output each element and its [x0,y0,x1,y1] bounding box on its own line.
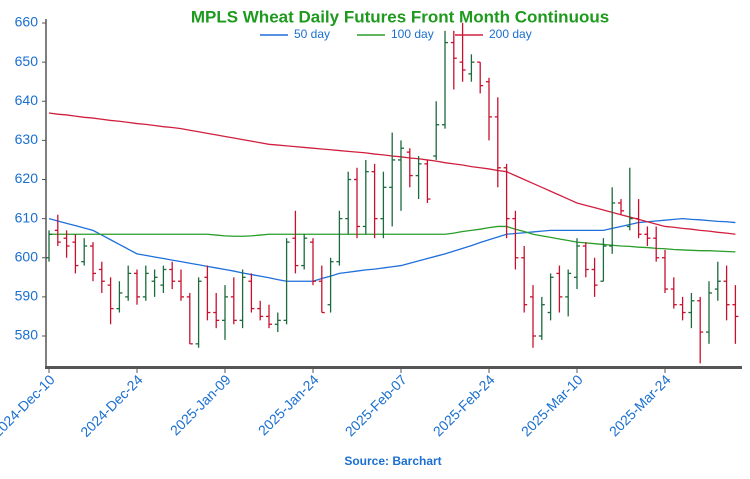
legend-label: 50 day [294,27,330,41]
legend-label: 200 day [489,27,532,41]
y-tick-label: 580 [15,327,39,343]
y-tick-label: 600 [15,248,39,264]
y-tick-label: 620 [15,170,39,186]
x-tick-label: 2024-Dec-10 [0,371,58,440]
legend-label: 100 day [391,27,434,41]
y-tick-label: 650 [15,53,39,69]
y-tick-label: 590 [15,288,39,304]
source: Source: Barchart [344,454,441,468]
y-tick-label: 630 [15,131,39,147]
y-tick-label: 610 [15,209,39,225]
y-tick-label: 660 [15,14,39,30]
y-tick-label: 640 [15,92,39,108]
x-tick-label: 2025-Mar-24 [606,371,674,439]
chart-title: MPLS Wheat Daily Futures Front Month Con… [191,7,609,26]
x-tick-label: 2025-Feb-24 [430,371,498,439]
moving-average-line [48,217,736,282]
x-tick-label: 2025-Jan-24 [255,371,322,438]
x-tick-label: 2025-Mar-10 [518,371,586,439]
x-tick-label: 2025-Jan-09 [167,371,234,438]
x-tick-label: 2025-Feb-07 [342,371,410,439]
x-tick-label: 2024-Dec-24 [77,371,146,440]
moving-average-line [49,225,736,253]
